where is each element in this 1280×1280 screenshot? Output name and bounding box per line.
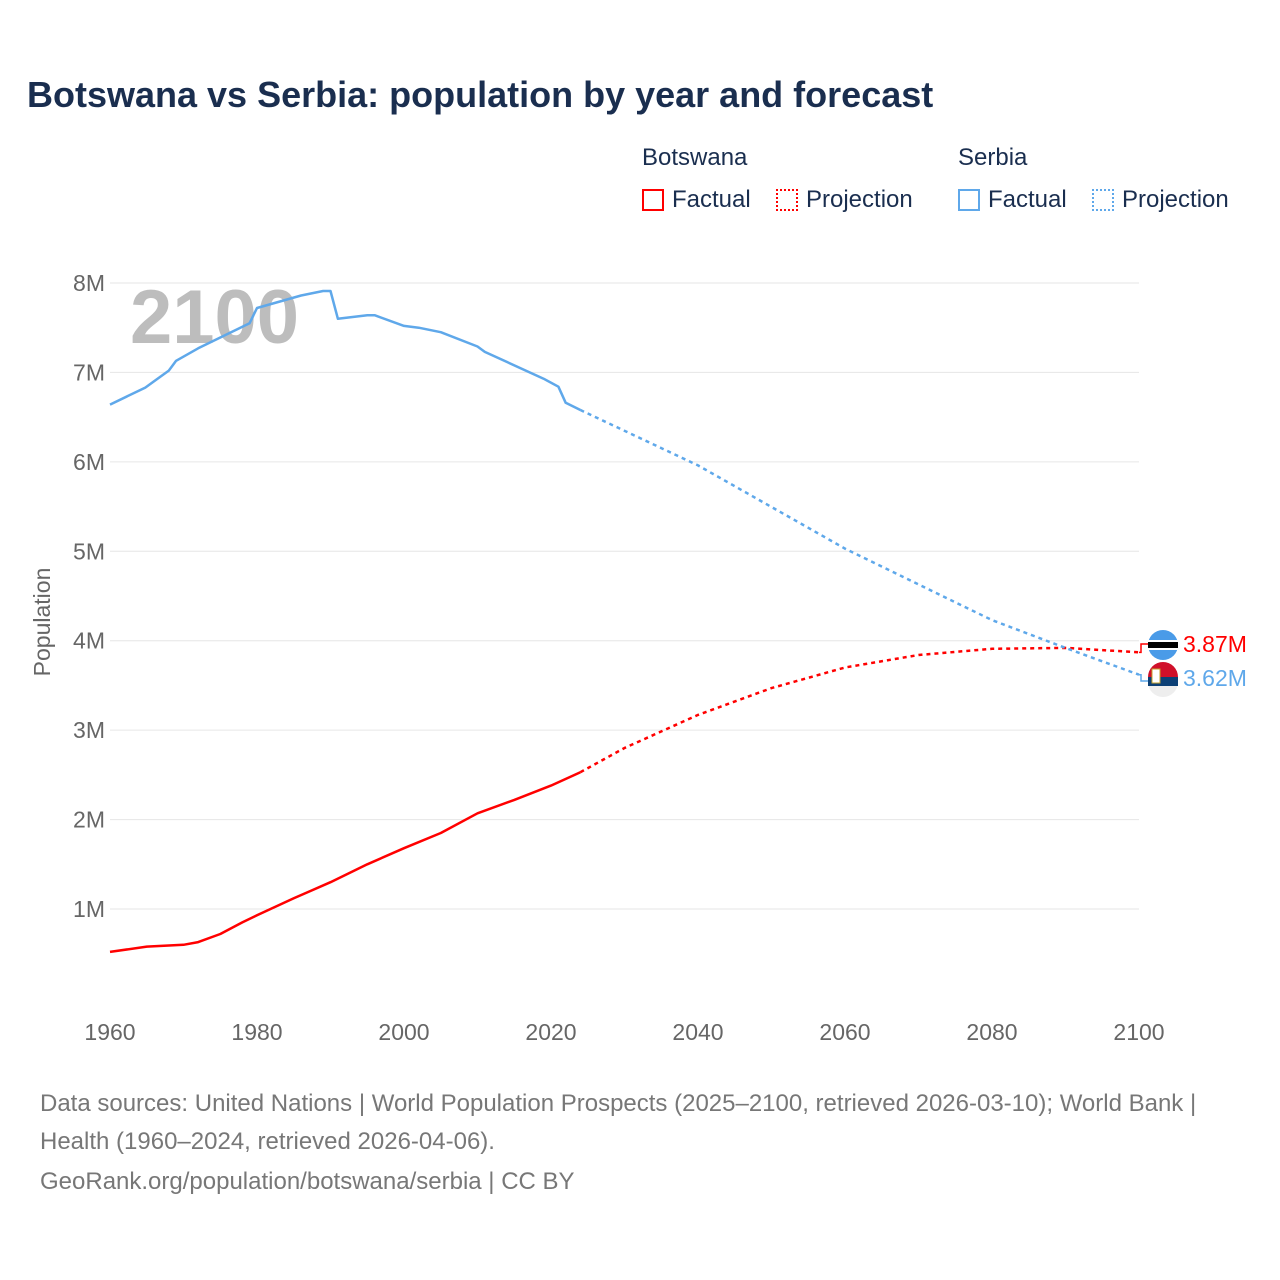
- x-tick-label: 2020: [525, 1019, 576, 1045]
- botswana-projection-line: [579, 646, 1140, 774]
- chart-title: Botswana vs Serbia: population by year a…: [27, 74, 934, 115]
- legend-label: Factual: [672, 186, 751, 213]
- flag-stripe: [1148, 642, 1178, 648]
- swatch-icon: [642, 189, 664, 211]
- x-tick-label: 2040: [672, 1019, 723, 1045]
- source-link[interactable]: GeoRank.org/population/botswana/serbia |…: [40, 1168, 575, 1195]
- swatch-icon: [776, 189, 798, 211]
- y-tick-label: 7M: [73, 359, 105, 385]
- x-tick-label: 2060: [819, 1019, 870, 1045]
- legend-group-botswana: Botswana: [642, 144, 748, 171]
- y-tick-label: 4M: [73, 628, 105, 654]
- x-tick-label: 2080: [966, 1019, 1017, 1045]
- y-tick-label: 8M: [73, 270, 105, 296]
- swatch-icon: [1092, 189, 1114, 211]
- legend-botswana-factual[interactable]: Factual: [642, 186, 751, 214]
- legend-label: Factual: [988, 186, 1067, 213]
- flag-stripe: [1148, 677, 1178, 686]
- flag-emblem: [1151, 668, 1161, 684]
- year-watermark: 2100: [130, 275, 299, 360]
- y-tick-label: 3M: [73, 717, 105, 743]
- y-tick-label: 2M: [73, 807, 105, 833]
- y-tick-label: 5M: [73, 538, 105, 564]
- legend-group-serbia: Serbia: [958, 144, 1028, 171]
- legend-botswana-projection[interactable]: Projection: [776, 186, 913, 214]
- legend-label: Projection: [1122, 186, 1229, 213]
- y-tick-label: 6M: [73, 449, 105, 475]
- data-sources: Data sources: United Nations | World Pop…: [40, 1090, 1197, 1155]
- y-axis-label: Population: [29, 568, 55, 677]
- serbia-factual-line: [109, 289, 581, 412]
- x-tick-label: 2000: [378, 1019, 429, 1045]
- legend-label: Projection: [806, 186, 913, 213]
- swatch-icon: [958, 189, 980, 211]
- y-tick-label: 1M: [73, 896, 105, 922]
- legend-serbia-projection[interactable]: Projection: [1092, 186, 1229, 214]
- botswana-factual-line: [109, 771, 581, 954]
- serbia-projection-line: [579, 408, 1140, 676]
- connector-botswana: [1139, 643, 1148, 654]
- serbia-flag-icon: [1148, 662, 1178, 697]
- end-label-botswana: 3.87M: [1183, 631, 1247, 657]
- legend-serbia-factual[interactable]: Factual: [958, 186, 1067, 214]
- end-label-serbia: 3.62M: [1183, 665, 1247, 691]
- x-tick-label: 1960: [84, 1019, 135, 1045]
- x-tick-label: 2100: [1113, 1019, 1164, 1045]
- x-tick-label: 1980: [231, 1019, 282, 1045]
- botswana-flag-icon: [1148, 630, 1178, 660]
- connector-serbia: [1139, 673, 1148, 682]
